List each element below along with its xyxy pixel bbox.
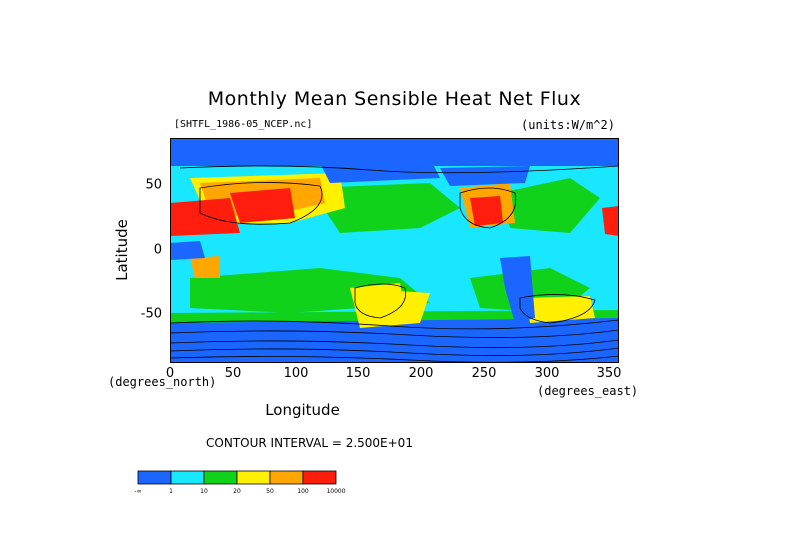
x-tick-label: 350 — [596, 366, 622, 381]
legend-label: 50 — [266, 488, 274, 495]
legend-label: -∞ — [134, 488, 142, 495]
legend-label: 1 — [169, 488, 173, 495]
legend-swatch — [269, 470, 304, 485]
contour-10 — [519, 294, 596, 324]
contour-9 — [354, 283, 407, 319]
plot-frame — [170, 138, 619, 363]
legend-swatch — [236, 470, 271, 485]
contour-2 — [170, 319, 619, 330]
contour-3 — [170, 329, 619, 338]
x-axis-label: Longitude — [265, 401, 340, 419]
contour-7 — [199, 182, 323, 225]
contour-1 — [179, 165, 619, 174]
field-east-edge-red — [602, 206, 619, 236]
field-north-atlantic-green — [500, 178, 600, 233]
heatmap-plot — [170, 138, 619, 363]
field-namerica-red — [470, 196, 503, 226]
x-tick-label: 50 — [224, 366, 242, 381]
legend-swatch — [170, 470, 205, 485]
y-tick-label: 50 — [145, 177, 162, 193]
file-label: [SHTFL_1986-05_NCEP.nc] — [174, 119, 313, 130]
legend-swatch — [302, 470, 337, 485]
color-legend — [137, 470, 337, 485]
legend-label: 10000 — [326, 488, 346, 495]
units-label: (units:W/m^2) — [521, 118, 615, 132]
x-tick-label: 100 — [283, 366, 309, 381]
x-tick-label: 200 — [408, 366, 434, 381]
field-samerica-blue — [500, 256, 535, 323]
x-axis-unit-north: (degrees_north) — [108, 375, 217, 389]
field-north-pacific-green — [310, 183, 460, 233]
field-africa-south-orange — [190, 256, 220, 278]
field-antarctica — [170, 336, 619, 363]
x-tick-label: 0 — [165, 366, 175, 381]
chart-title: Monthly Mean Sensible Heat Net Flux — [207, 88, 582, 110]
y-tick-label: -50 — [140, 306, 162, 322]
contour-5 — [170, 347, 619, 356]
x-tick-label: 150 — [345, 366, 371, 381]
x-tick-label: 250 — [471, 366, 497, 381]
y-tick-label: 0 — [153, 242, 162, 258]
x-axis-unit-east: (degrees_east) — [537, 384, 639, 398]
field-sahara-red — [170, 198, 240, 236]
contour-interval-note: CONTOUR INTERVAL = 2.500E+01 — [206, 436, 413, 450]
contour-6 — [170, 355, 619, 363]
field-namerica-blue — [440, 166, 530, 186]
legend-swatch — [137, 470, 172, 485]
legend-swatch — [203, 470, 238, 485]
field-australia-yellow — [350, 283, 405, 316]
contour-4 — [170, 339, 619, 348]
contour-8 — [459, 187, 517, 229]
legend-label: 20 — [233, 488, 241, 495]
field-nw-blue — [170, 241, 205, 260]
x-tick-label: 300 — [534, 366, 560, 381]
legend-label: 100 — [297, 488, 309, 495]
field-arabia-red — [230, 188, 295, 223]
legend-label: 10 — [200, 488, 208, 495]
